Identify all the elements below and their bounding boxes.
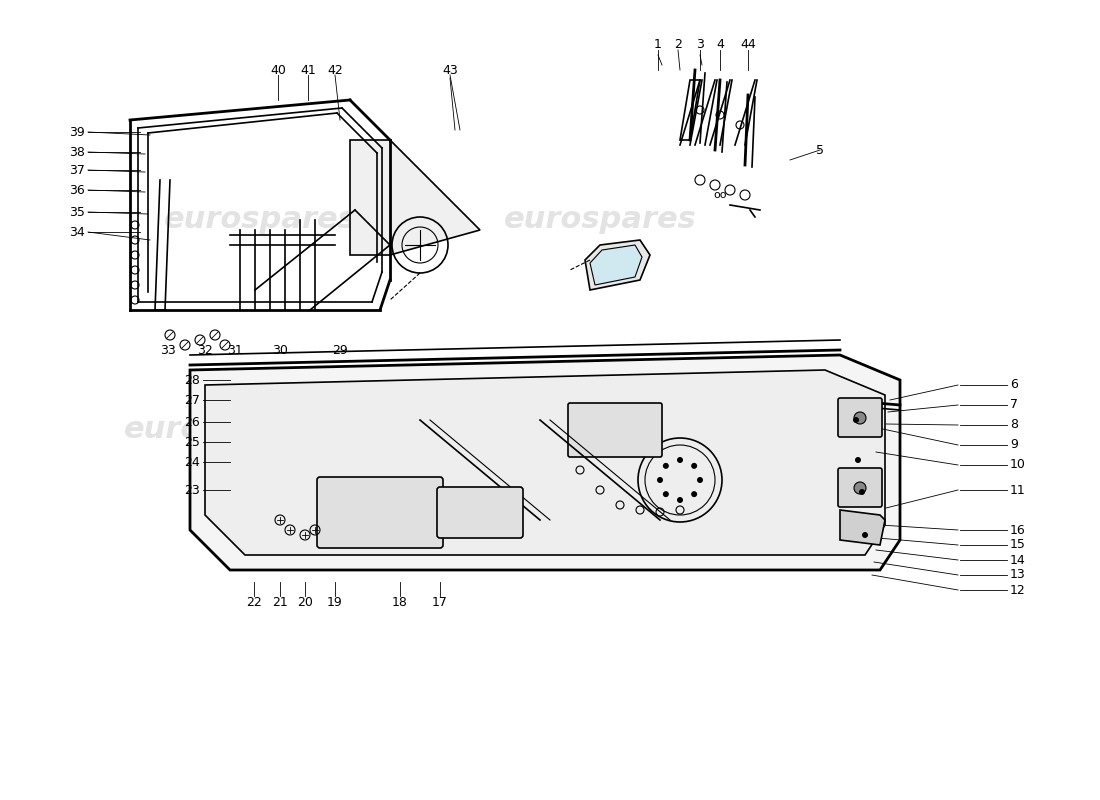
Text: 17: 17 xyxy=(432,595,448,609)
Circle shape xyxy=(691,463,697,469)
Text: 40: 40 xyxy=(271,63,286,77)
Polygon shape xyxy=(840,510,886,545)
Circle shape xyxy=(862,532,868,538)
Circle shape xyxy=(855,457,861,463)
Polygon shape xyxy=(590,245,642,285)
Text: eurospares: eurospares xyxy=(164,206,356,234)
Text: 29: 29 xyxy=(332,343,348,357)
Text: 27: 27 xyxy=(184,394,200,406)
Text: 7: 7 xyxy=(1010,398,1018,411)
Text: 3: 3 xyxy=(696,38,704,51)
Text: oo: oo xyxy=(713,190,727,200)
Text: eurospares: eurospares xyxy=(504,206,696,234)
Text: 30: 30 xyxy=(272,343,288,357)
Text: 37: 37 xyxy=(69,163,85,177)
Text: 44: 44 xyxy=(740,38,756,51)
Text: 9: 9 xyxy=(1010,438,1018,451)
Circle shape xyxy=(663,491,669,497)
Circle shape xyxy=(676,497,683,503)
Text: eurospares: eurospares xyxy=(123,415,317,445)
Circle shape xyxy=(859,489,865,495)
Text: 26: 26 xyxy=(185,415,200,429)
Circle shape xyxy=(657,477,663,483)
Text: 35: 35 xyxy=(69,206,85,218)
Text: 6: 6 xyxy=(1010,378,1018,391)
Text: 42: 42 xyxy=(327,63,343,77)
Text: eurospares: eurospares xyxy=(463,415,657,445)
Circle shape xyxy=(663,463,669,469)
FancyBboxPatch shape xyxy=(437,487,522,538)
Text: 23: 23 xyxy=(185,483,200,497)
Text: 1: 1 xyxy=(654,38,662,51)
Text: 11: 11 xyxy=(1010,483,1025,497)
Text: 21: 21 xyxy=(272,595,288,609)
Text: 39: 39 xyxy=(69,126,85,138)
Circle shape xyxy=(852,417,859,423)
Text: 13: 13 xyxy=(1010,569,1025,582)
Text: 34: 34 xyxy=(69,226,85,238)
Text: 36: 36 xyxy=(69,183,85,197)
Polygon shape xyxy=(585,240,650,290)
Text: 43: 43 xyxy=(442,63,458,77)
Circle shape xyxy=(676,457,683,463)
FancyBboxPatch shape xyxy=(317,477,443,548)
Text: 2: 2 xyxy=(674,38,682,51)
Text: 14: 14 xyxy=(1010,554,1025,566)
Text: 16: 16 xyxy=(1010,523,1025,537)
Text: 5: 5 xyxy=(816,143,824,157)
Circle shape xyxy=(854,412,866,424)
Text: 15: 15 xyxy=(1010,538,1026,551)
Polygon shape xyxy=(205,370,886,555)
Text: 20: 20 xyxy=(297,595,312,609)
Text: 18: 18 xyxy=(392,595,408,609)
FancyBboxPatch shape xyxy=(568,403,662,457)
Text: 4: 4 xyxy=(716,38,724,51)
Text: 24: 24 xyxy=(185,455,200,469)
Text: 41: 41 xyxy=(300,63,316,77)
FancyBboxPatch shape xyxy=(838,398,882,437)
Text: 31: 31 xyxy=(227,343,243,357)
Text: 10: 10 xyxy=(1010,458,1026,471)
Text: 28: 28 xyxy=(184,374,200,386)
Text: 8: 8 xyxy=(1010,418,1018,431)
Text: 32: 32 xyxy=(197,343,213,357)
Text: 25: 25 xyxy=(184,435,200,449)
Polygon shape xyxy=(350,140,480,255)
Text: 12: 12 xyxy=(1010,583,1025,597)
Polygon shape xyxy=(190,355,900,570)
Text: 22: 22 xyxy=(246,595,262,609)
Circle shape xyxy=(691,491,697,497)
Circle shape xyxy=(697,477,703,483)
Text: 19: 19 xyxy=(327,595,343,609)
Circle shape xyxy=(854,482,866,494)
Text: 33: 33 xyxy=(161,343,176,357)
Text: 38: 38 xyxy=(69,146,85,158)
FancyBboxPatch shape xyxy=(838,468,882,507)
